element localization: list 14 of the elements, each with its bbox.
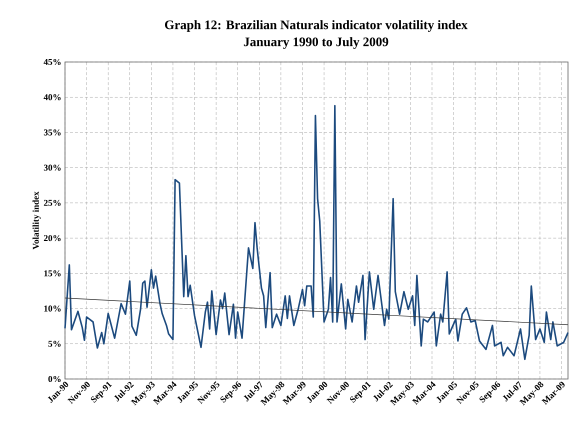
y-tick-label: 45%	[44, 58, 61, 66]
y-tick-label: 5%	[48, 340, 61, 347]
y-tick-label: 25%	[44, 200, 61, 206]
y-tick-label: 30%	[44, 164, 61, 171]
y-axis-title: Volatility index	[32, 191, 41, 250]
chart-title: Graph 12: Brazilian Naturals indicator volatility index	[164, 20, 468, 32]
line-series	[64, 104, 569, 360]
y-tick-label: 20%	[44, 235, 61, 242]
chart-subtitle: January 1990 to July 2009	[244, 37, 388, 49]
y-tick-label: 35%	[44, 129, 61, 136]
y-tick-label: 40%	[44, 94, 61, 100]
y-tick-label: 10%	[44, 306, 61, 312]
y-tick-label: 0%	[48, 376, 61, 382]
y-tick-label: 15%	[44, 270, 61, 276]
